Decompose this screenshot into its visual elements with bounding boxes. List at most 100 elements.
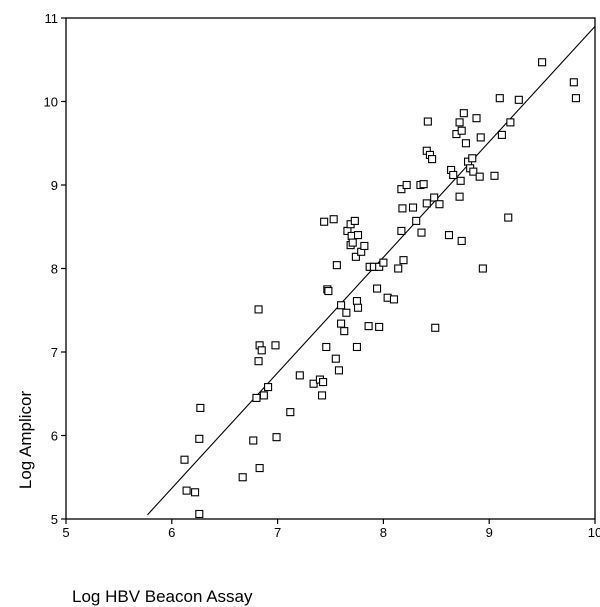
data-point xyxy=(569,78,578,87)
data-point xyxy=(360,241,369,251)
data-point xyxy=(379,258,388,267)
data-point xyxy=(252,393,261,402)
data-point xyxy=(373,284,382,293)
data-point xyxy=(571,94,581,103)
data-point xyxy=(457,236,466,245)
data-point xyxy=(419,180,428,189)
data-point xyxy=(459,109,468,118)
data-point xyxy=(352,297,362,306)
data-point xyxy=(431,323,440,332)
data-point xyxy=(408,203,418,212)
data-point xyxy=(449,170,458,180)
data-point xyxy=(350,216,359,225)
data-point xyxy=(476,133,485,142)
data-point xyxy=(417,228,426,237)
data-point xyxy=(423,117,432,126)
y-tick-label: 6 xyxy=(51,429,58,444)
data-point xyxy=(286,408,295,417)
x-tick-label: 6 xyxy=(168,525,175,540)
data-point xyxy=(255,464,264,473)
plot-frame xyxy=(65,17,596,520)
data-point xyxy=(196,403,205,412)
data-point xyxy=(353,303,363,312)
data-point xyxy=(478,264,487,273)
data-point xyxy=(538,58,547,67)
data-point xyxy=(428,155,437,164)
data-points xyxy=(180,58,581,519)
data-point xyxy=(324,286,333,296)
data-point xyxy=(317,391,327,400)
data-point xyxy=(412,216,421,225)
data-point xyxy=(295,371,304,380)
data-point xyxy=(469,167,478,176)
data-point xyxy=(264,383,273,392)
data-point xyxy=(375,262,384,271)
data-point xyxy=(506,118,515,127)
data-point xyxy=(271,341,280,350)
data-point xyxy=(398,204,407,213)
data-point xyxy=(182,486,191,495)
data-point xyxy=(397,226,406,235)
data-point xyxy=(348,238,357,247)
data-point xyxy=(195,434,204,443)
data-point xyxy=(495,94,504,103)
data-point xyxy=(475,172,484,181)
x-tick-label: 10 xyxy=(588,525,600,540)
data-point xyxy=(334,366,344,375)
data-point xyxy=(422,199,431,208)
data-point xyxy=(195,509,204,519)
data-point xyxy=(340,327,349,336)
data-point xyxy=(238,473,247,482)
data-point xyxy=(444,231,454,240)
y-tick-label: 8 xyxy=(51,262,58,277)
data-point xyxy=(402,180,411,190)
x-axis-label: Log HBV Beacon Assay xyxy=(72,587,253,606)
data-point xyxy=(319,378,328,387)
data-point xyxy=(180,455,189,464)
data-point xyxy=(472,114,481,123)
data-point xyxy=(364,322,373,331)
data-point xyxy=(375,322,384,332)
data-point xyxy=(504,213,513,222)
data-point xyxy=(322,342,331,352)
y-axis-label: Log Amplicor xyxy=(16,391,35,490)
y-tick-label: 10 xyxy=(44,95,58,110)
data-point xyxy=(257,346,266,355)
data-point xyxy=(353,231,363,240)
data-point xyxy=(468,154,477,163)
data-point xyxy=(455,118,464,127)
data-point xyxy=(514,95,523,104)
data-point xyxy=(457,126,466,135)
data-point xyxy=(351,252,360,261)
y-tick-label: 5 xyxy=(51,512,58,527)
data-point xyxy=(342,308,351,317)
data-point xyxy=(272,433,281,442)
data-point xyxy=(259,391,268,400)
data-point xyxy=(254,305,263,314)
x-tick-label: 9 xyxy=(486,525,493,540)
data-point xyxy=(320,217,329,226)
data-point xyxy=(397,185,406,194)
y-tick-label: 7 xyxy=(51,345,58,360)
x-tick-label: 8 xyxy=(380,525,387,540)
data-point xyxy=(456,176,465,185)
data-point xyxy=(191,488,200,497)
data-point xyxy=(435,200,444,209)
axis-ticks: 5 6 7 8 9 10 5 6 7 8 9 10 11 xyxy=(44,11,600,540)
x-tick-label: 7 xyxy=(274,525,281,540)
data-point xyxy=(455,192,464,201)
data-point xyxy=(331,354,340,363)
data-point xyxy=(389,295,399,304)
y-tick-label: 11 xyxy=(45,11,59,26)
data-point xyxy=(337,301,346,310)
data-point xyxy=(394,264,403,273)
data-point xyxy=(337,319,346,328)
data-point xyxy=(461,139,470,148)
data-point xyxy=(490,171,499,180)
data-point xyxy=(332,261,341,270)
x-tick-label: 5 xyxy=(62,525,69,540)
data-point xyxy=(249,436,258,445)
data-point xyxy=(254,357,263,366)
y-tick-label: 9 xyxy=(51,178,58,193)
